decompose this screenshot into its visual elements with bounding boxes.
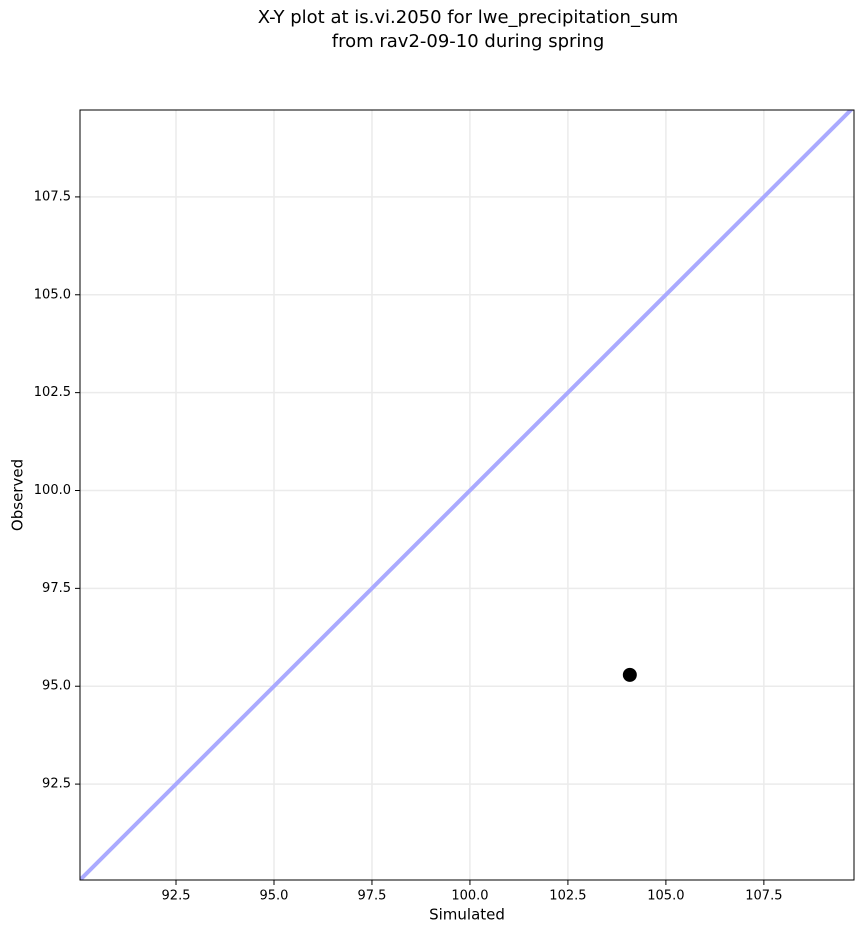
y-tick-label: 97.5 [42, 581, 71, 596]
y-tick-label: 107.5 [34, 189, 71, 204]
x-tick-label: 97.5 [357, 889, 386, 904]
x-tick-label: 100.0 [451, 889, 488, 904]
y-tick-label: 105.0 [34, 287, 71, 302]
x-tick-label: 105.0 [647, 889, 684, 904]
plot-frame [79, 109, 855, 881]
y-tick-label: 102.5 [34, 385, 71, 400]
chart-title: X-Y plot at is.vi.2050 for lwe_precipita… [258, 7, 679, 28]
y-tick-label: 95.0 [42, 679, 71, 694]
x-tick-label: 92.5 [162, 889, 191, 904]
y-tick-label: 92.5 [42, 777, 71, 792]
y-tick-label: 100.0 [34, 483, 71, 498]
point [622, 667, 637, 682]
x-tick-label: 102.5 [549, 889, 586, 904]
x-tick-label: 107.5 [745, 889, 782, 904]
identity-line [80, 110, 854, 880]
x-tick-label: 95.0 [260, 889, 289, 904]
x-axis-label: Simulated [429, 906, 505, 924]
chart-subtitle: from rav2-09-10 during spring [332, 31, 605, 52]
y-axis-label: Observed [9, 459, 27, 531]
